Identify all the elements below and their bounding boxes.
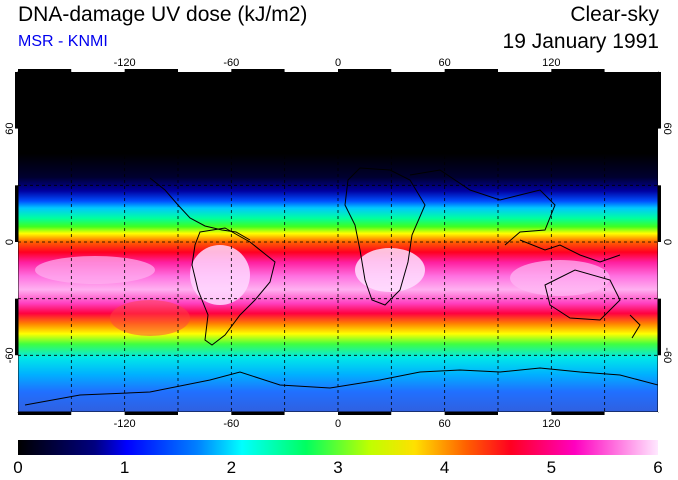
coast-australia [544, 269, 621, 321]
coast-africa [344, 167, 426, 306]
lat-tick-label-left: -60 [4, 347, 16, 363]
frame-segment-top [178, 69, 232, 72]
frame-segment-right [658, 128, 661, 186]
frame-segment-right [658, 72, 661, 129]
uv-patch-africa [355, 248, 425, 292]
frame-segment-top [604, 69, 658, 72]
frame-segment-bottom [604, 412, 658, 415]
frame-segment-bottom [18, 412, 72, 415]
lat-tick-label-left: 0 [4, 239, 16, 245]
graticule [18, 72, 658, 412]
uv-patch-south-america [190, 245, 250, 305]
frame-segment-top [284, 69, 338, 72]
lon-tick-label-bottom: 60 [439, 418, 451, 430]
uv-patch-south-pacific [110, 300, 190, 336]
colorbar-label: 3 [333, 458, 343, 477]
frame-segment-left [15, 128, 18, 186]
tick-labels: -120 -120 -60 -60 0 0 60 60 120 120 60 60 0 0 -60 -60 [4, 57, 673, 430]
frame-segment-top [444, 69, 498, 72]
source-label: MSR - KNMI [18, 33, 108, 50]
coast-antarctica [24, 367, 658, 406]
colorbar-label: 6 [653, 458, 663, 477]
frame-segment-bottom [551, 412, 605, 415]
map-date: 19 January 1991 [502, 30, 659, 53]
lon-tick-label-top: 0 [335, 57, 341, 69]
frame-segment-left [15, 298, 18, 356]
colorbar-label: 4 [439, 458, 450, 477]
frame-segment-right [658, 185, 661, 242]
frame-segment-bottom [231, 412, 285, 415]
frame-segment-left [15, 242, 18, 299]
lat-tick-label-right: 60 [661, 123, 673, 135]
coastlines [24, 167, 658, 406]
frame-segment-left [15, 72, 18, 129]
lat-tick-label-right: -60 [661, 347, 673, 363]
colorbar-label: 0 [13, 458, 23, 477]
frame-segment-bottom [444, 412, 498, 415]
frame-segment-bottom [391, 412, 445, 415]
frame-segment-top [71, 69, 125, 72]
colorbar-label: 5 [546, 458, 557, 477]
uv-patch-pacific [35, 256, 155, 284]
coast-south-america [191, 227, 276, 346]
lon-tick-label-top: 60 [439, 57, 451, 69]
coast-new-zealand [629, 314, 641, 339]
frame-segment-bottom [284, 412, 338, 415]
frame-segment-left [15, 185, 18, 242]
map-title: DNA-damage UV dose (kJ/m2) [18, 3, 308, 26]
lon-tick-label-top: -60 [223, 57, 239, 69]
frame-segment-right [658, 242, 661, 299]
frame-ticks [15, 69, 661, 415]
frame-segment-top [338, 69, 392, 72]
colorbar-label: 1 [119, 458, 130, 477]
lat-tick-label-left: 60 [4, 123, 16, 135]
lon-tick-label-bottom: 120 [542, 418, 560, 430]
frame-segment-right [658, 298, 661, 356]
lon-tick-label-top: 120 [542, 57, 560, 69]
frame-segment-top [18, 69, 72, 72]
frame-segment-bottom [178, 412, 232, 415]
lat-tick-label-right: 0 [661, 239, 673, 245]
frame-segment-top [498, 69, 552, 72]
frame-segment-top [551, 69, 605, 72]
frame-segment-top [391, 69, 445, 72]
coast-south-asia [409, 169, 556, 246]
colorbar-label: 2 [226, 458, 237, 477]
frame-segment-bottom [338, 412, 392, 415]
frame-segment-top [231, 69, 285, 72]
frame-segment-right [658, 355, 661, 412]
frame-segment-left [15, 355, 18, 412]
lon-tick-label-bottom: -120 [114, 418, 136, 430]
coast-indonesia [519, 239, 621, 263]
frame-segment-bottom [498, 412, 552, 415]
lon-tick-label-top: -120 [114, 57, 136, 69]
lon-tick-label-bottom: -60 [223, 418, 239, 430]
frame-segment-bottom [124, 412, 178, 415]
sky-condition: Clear-sky [570, 3, 659, 26]
lon-tick-label-bottom: 0 [335, 418, 341, 430]
frame-segment-bottom [71, 412, 125, 415]
coast-central-america [149, 177, 251, 241]
colorbar [18, 440, 658, 455]
frame-segment-top [124, 69, 178, 72]
